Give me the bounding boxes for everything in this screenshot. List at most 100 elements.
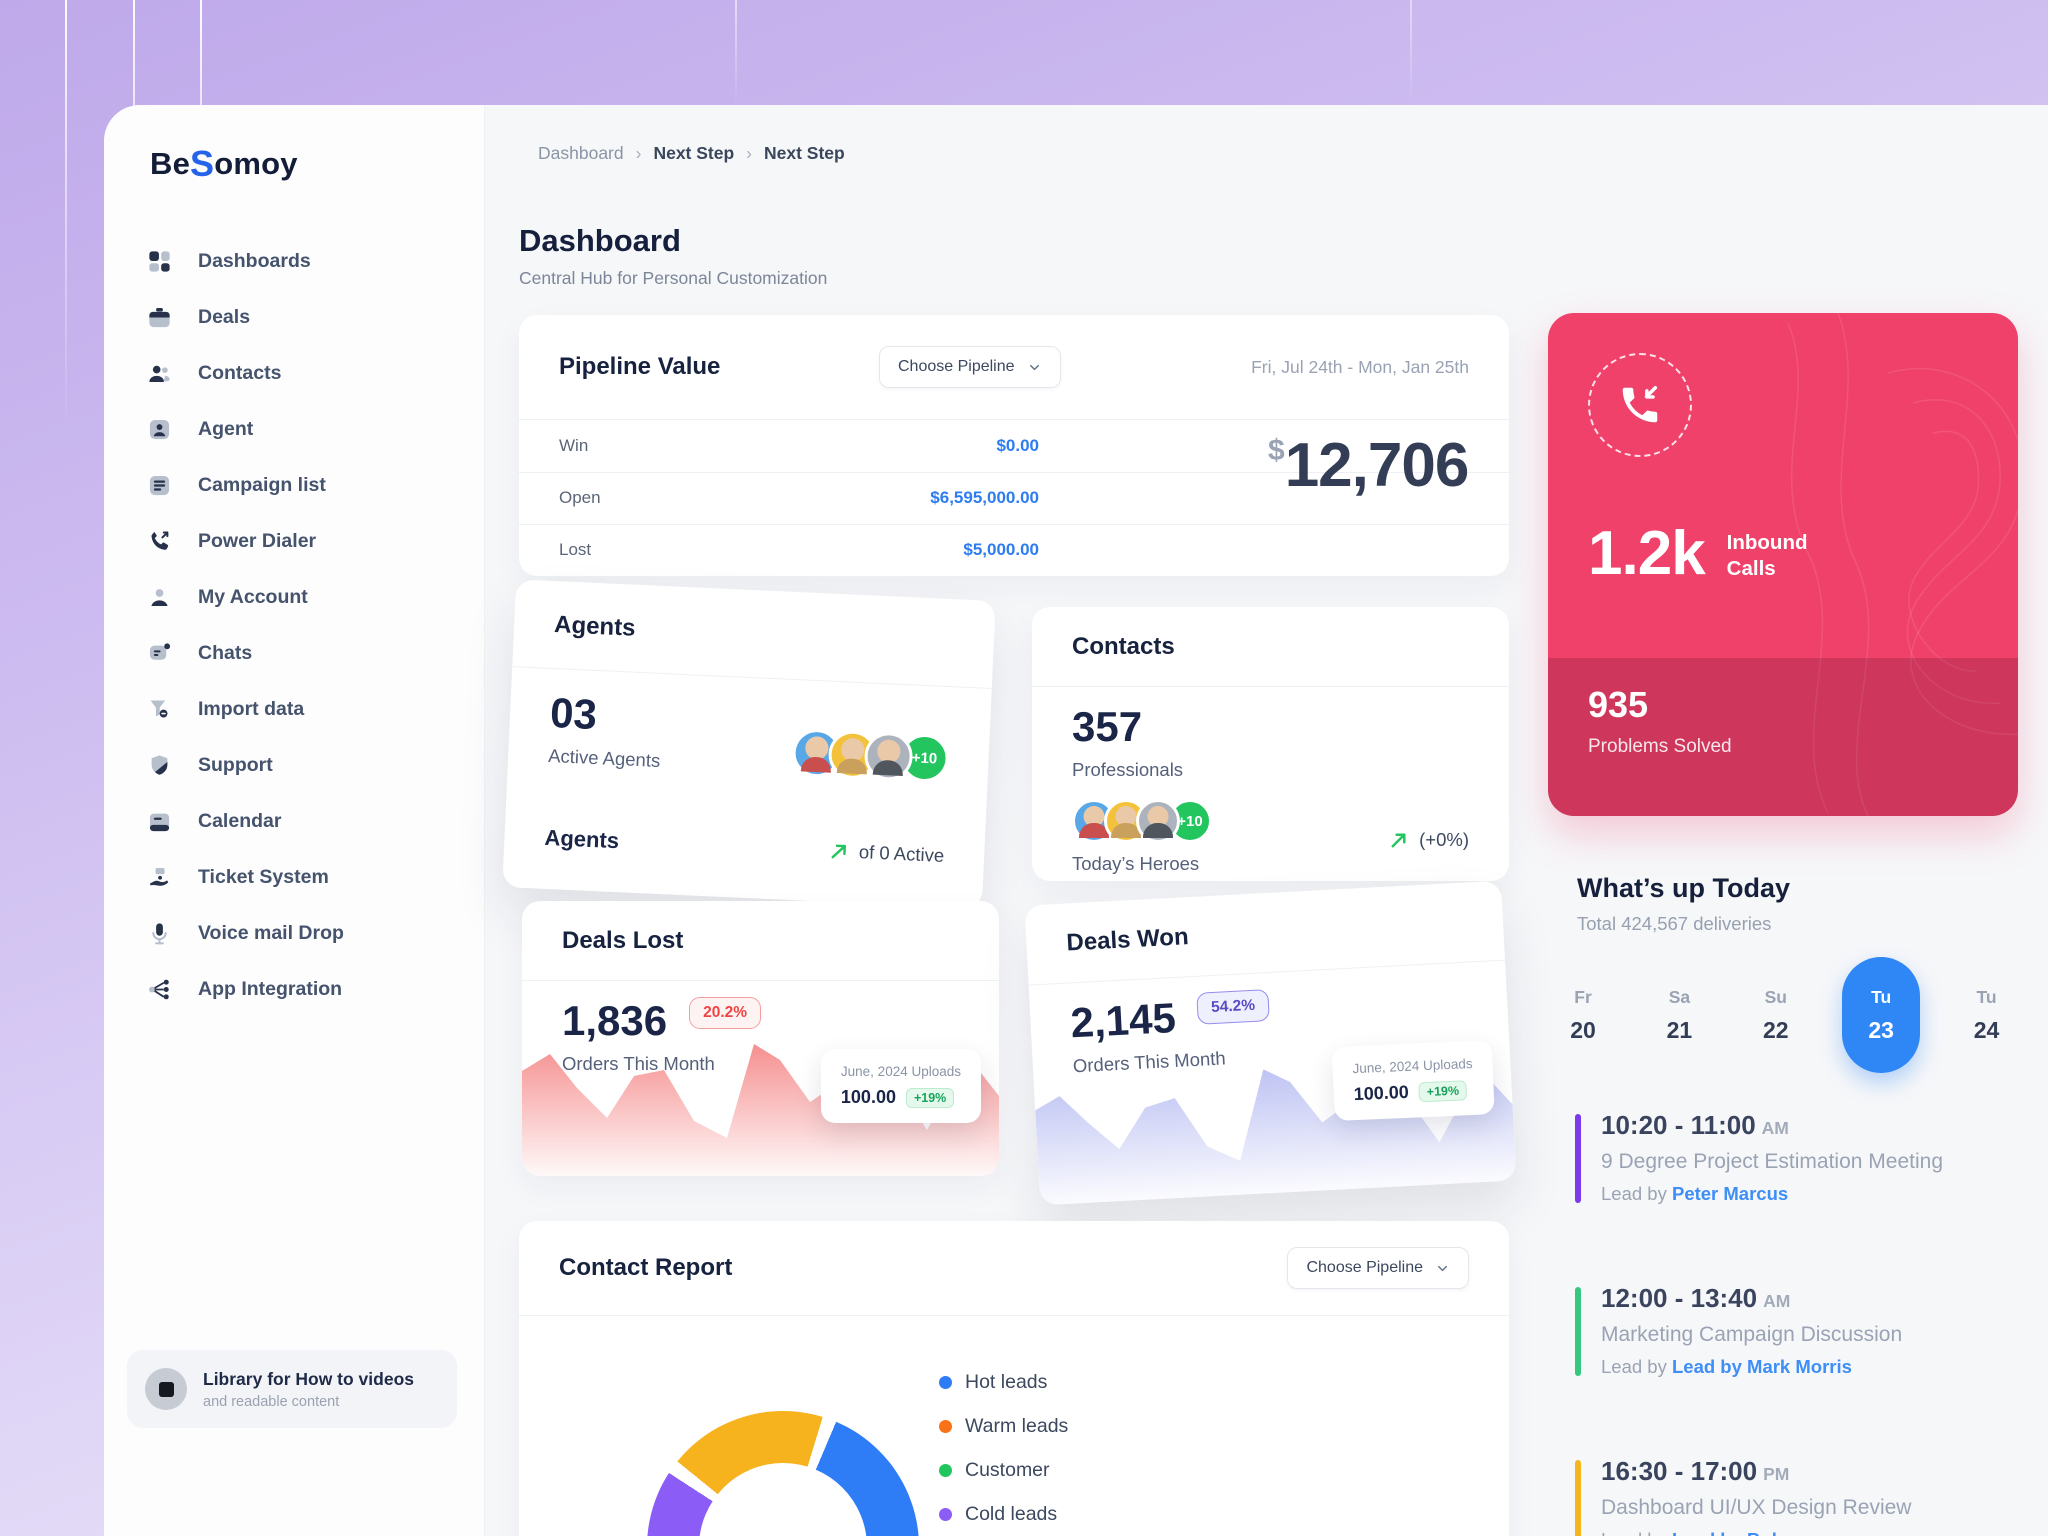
agents-card: Agents 03 Active Agents +10 Agents of 0 …: [502, 579, 996, 909]
schedule-event[interactable]: 16:30 - 17:00 PM Dashboard UI/UX Design R…: [1575, 1456, 2048, 1536]
logo-s-glyph: S: [190, 143, 215, 184]
inbound-calls-value: 1.2k: [1588, 519, 1706, 588]
sidebar-item-dashboards[interactable]: Dashboards: [104, 233, 484, 289]
deals-lost-title: Deals Lost: [562, 926, 684, 954]
breadcrumb-separator: ›: [635, 143, 642, 163]
my-account-icon: [151, 588, 168, 606]
sidebar-item-power-dialer[interactable]: Power Dialer: [104, 513, 484, 569]
day-picker: Fr 20 Sa 21 Su 22 Tu 23 Tu 24 We 25: [1553, 957, 2048, 1073]
legend-item: Cold leads: [939, 1503, 1068, 1526]
page-title: Dashboard: [519, 223, 681, 258]
inbound-calls-label: Inbound Calls: [1726, 531, 1808, 580]
library-item[interactable]: Library for How to videos and readable c…: [127, 1350, 457, 1428]
deals-won-title: Deals Won: [1065, 922, 1190, 957]
choose-pipeline-dropdown[interactable]: Choose Pipeline: [1287, 1247, 1469, 1289]
breadcrumb: Dashboard › Next Step › Next Step: [538, 143, 845, 164]
sidebar: BeSomoy Dashboards Deals Contacts Agent …: [104, 105, 485, 1536]
breadcrumb-item[interactable]: Next Step: [653, 143, 735, 163]
event-lead-link[interactable]: Lead by Bob: [1672, 1529, 1783, 1536]
sidebar-item-contacts[interactable]: Contacts: [104, 345, 484, 401]
schedule-event[interactable]: 10:20 - 11:00 AM 9 Degree Project Estimat…: [1575, 1110, 2048, 1205]
sidebar-item-support[interactable]: Support: [104, 737, 484, 793]
contact-report-card: Contact Report Choose Pipeline Hot leads…: [519, 1221, 1509, 1536]
choose-pipeline-dropdown[interactable]: Choose Pipeline: [879, 346, 1061, 388]
sidebar-item-label: Campaign list: [198, 473, 326, 496]
dashboards-icon: [149, 250, 170, 272]
sidebar-item-agent[interactable]: Agent: [104, 401, 484, 457]
day-chip[interactable]: Sa 21: [1666, 986, 1693, 1043]
pipeline-title: Pipeline Value: [559, 353, 721, 380]
sidebar-item-label: Import data: [198, 697, 305, 720]
deals-lost-card: Deals Lost 1,836 20.2% Orders This Month…: [522, 901, 999, 1176]
legend-label: Hot leads: [965, 1371, 1048, 1393]
sidebar-item-label: Support: [198, 753, 273, 776]
voice-mail-drop-icon: [152, 922, 167, 944]
app-logo: BeSomoy: [150, 143, 298, 184]
event-lead-link[interactable]: Peter Marcus: [1671, 1183, 1789, 1204]
sidebar-item-voice-mail-drop[interactable]: Voice mail Drop: [104, 905, 484, 961]
divider: [519, 472, 1509, 473]
chart-tooltip: June, 2024 Uploads 100.00 +19%: [1331, 1040, 1495, 1122]
problems-solved-value: 935: [1588, 684, 1649, 725]
day-chip[interactable]: Fr 20: [1570, 986, 1596, 1043]
avatar: [1136, 799, 1180, 843]
deals-won-card: Deals Won 2,145 54.2% Orders This Month …: [1024, 880, 1517, 1206]
calendar-icon: [149, 813, 170, 831]
sidebar-nav: Dashboards Deals Contacts Agent Campaign…: [104, 233, 484, 1017]
pipeline-total: $12,706: [1268, 431, 1469, 500]
sidebar-item-import-data[interactable]: Import data: [104, 681, 484, 737]
deals-won-count: 2,145: [1069, 993, 1177, 1047]
topography-pattern: [1787, 313, 2018, 816]
legend-dot: [939, 1508, 952, 1521]
event-period: PM: [1763, 1464, 1790, 1484]
event-lead: Lead by Peter Marcus: [1601, 1183, 1789, 1204]
event-lead-link[interactable]: Lead by Mark Morris: [1671, 1356, 1852, 1377]
day-chip[interactable]: Tu 23: [1842, 957, 1921, 1073]
contacts-card: Contacts 357 Professionals +10 Today’s H…: [1032, 607, 1509, 881]
sidebar-item-label: Ticket System: [198, 865, 329, 888]
sidebar-item-deals[interactable]: Deals: [104, 289, 484, 345]
sidebar-item-calendar[interactable]: Calendar: [104, 793, 484, 849]
sidebar-item-label: Calendar: [198, 809, 282, 832]
day-chip[interactable]: Tu 24: [1973, 986, 2000, 1043]
pipeline-row: Lost $5,000.00: [519, 524, 1079, 576]
contact-report-title: Contact Report: [559, 1254, 733, 1281]
day-chip[interactable]: Su 22: [1762, 986, 1789, 1043]
agent-icon: [149, 419, 170, 439]
schedule-event[interactable]: 12:00 - 13:40 AM Marketing Campaign Discu…: [1575, 1283, 2048, 1378]
pipeline-row-label: Open: [559, 488, 601, 507]
legend-dot: [939, 1420, 952, 1433]
sidebar-item-label: Dashboards: [198, 249, 311, 272]
agents-avatars: +10: [791, 728, 950, 784]
event-title: 9 Degree Project Estimation Meeting: [1601, 1150, 1943, 1173]
contacts-count-label: Professionals: [1072, 759, 1184, 780]
sidebar-item-my-account[interactable]: My Account: [104, 569, 484, 625]
sidebar-item-label: App Integration: [198, 977, 343, 1000]
agents-footer-label: Agents: [543, 824, 620, 854]
event-color-bar: [1575, 1114, 1581, 1203]
leads-donut-chart: [647, 1411, 919, 1536]
event-lead: Lead by Lead by Bob: [1601, 1529, 2048, 1536]
legend-label: Warm leads: [965, 1415, 1069, 1437]
decor-streak: [65, 0, 67, 430]
event-time: 16:30 - 17:00: [1601, 1456, 1758, 1486]
event-color-bar: [1575, 1287, 1581, 1376]
contacts-count: 357: [1072, 703, 1143, 750]
breadcrumb-item[interactable]: Dashboard: [538, 143, 624, 163]
sidebar-item-campaign-list[interactable]: Campaign list: [104, 457, 484, 513]
breadcrumb-separator: ›: [746, 143, 752, 163]
breadcrumb-item[interactable]: Next Step: [764, 143, 845, 163]
pipeline-row: Open $6,595,000.00: [519, 472, 1079, 524]
sidebar-item-ticket-system[interactable]: Ticket System: [104, 849, 484, 905]
trend-up-icon: [831, 844, 846, 859]
main-panel: BeSomoy Dashboards Deals Contacts Agent …: [104, 105, 2048, 1536]
divider: [519, 524, 1509, 525]
contacts-caption: Today’s Heroes: [1072, 853, 1200, 874]
sidebar-item-chats[interactable]: Chats: [104, 625, 484, 681]
chevron-down-icon: [1438, 1265, 1447, 1271]
sidebar-item-app-integration[interactable]: App Integration: [104, 961, 484, 1017]
inbound-call-icon: [1588, 353, 1692, 457]
legend-dot: [939, 1464, 952, 1477]
deals-won-badge: 54.2%: [1196, 989, 1270, 1025]
